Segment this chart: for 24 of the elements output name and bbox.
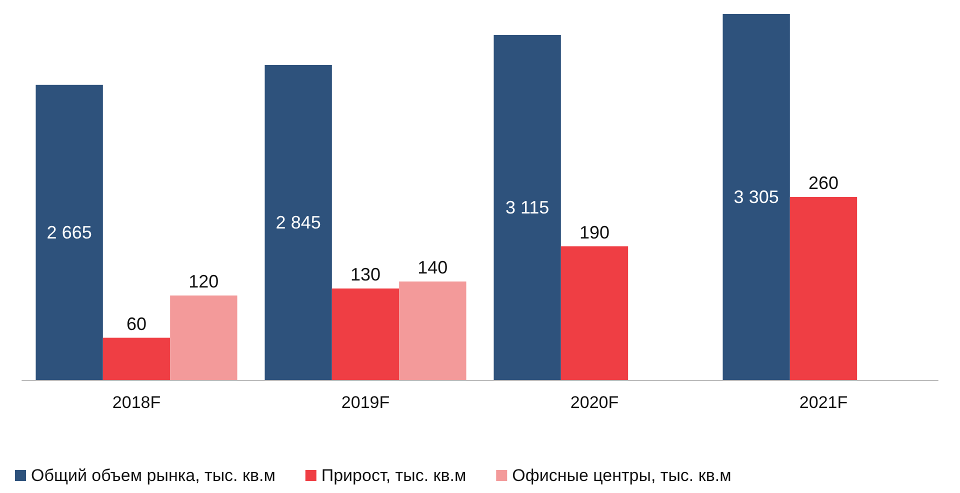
data-label: 140: [418, 257, 448, 278]
x-tick-label: 2018F: [112, 393, 161, 412]
data-label: 260: [808, 173, 839, 193]
data-label: 130: [350, 264, 381, 284]
bar: [102, 338, 170, 380]
bar: [170, 296, 238, 380]
x-tick-label: 2020F: [570, 393, 619, 412]
data-label: 60: [126, 314, 147, 334]
data-label: 2 845: [276, 212, 321, 232]
data-label: 3 305: [734, 187, 779, 207]
bar: [332, 288, 400, 380]
legend-label: Общий объем рынка, тыс. кв.м: [31, 466, 276, 485]
bar: [36, 84, 103, 380]
legend-label: Офисные центры, тыс. кв.м: [512, 466, 732, 485]
x-tick-label: 2021F: [799, 393, 848, 412]
data-label: 2 665: [46, 222, 92, 242]
bar: [264, 64, 332, 380]
data-label: 190: [579, 222, 610, 242]
data-label: 120: [188, 272, 219, 292]
x-tick-label: 2019F: [341, 393, 390, 412]
legend-label: Прирост, тыс. кв.м: [321, 466, 466, 485]
bar: [494, 35, 561, 380]
data-label: 3 115: [505, 198, 550, 218]
bar: [399, 281, 466, 380]
